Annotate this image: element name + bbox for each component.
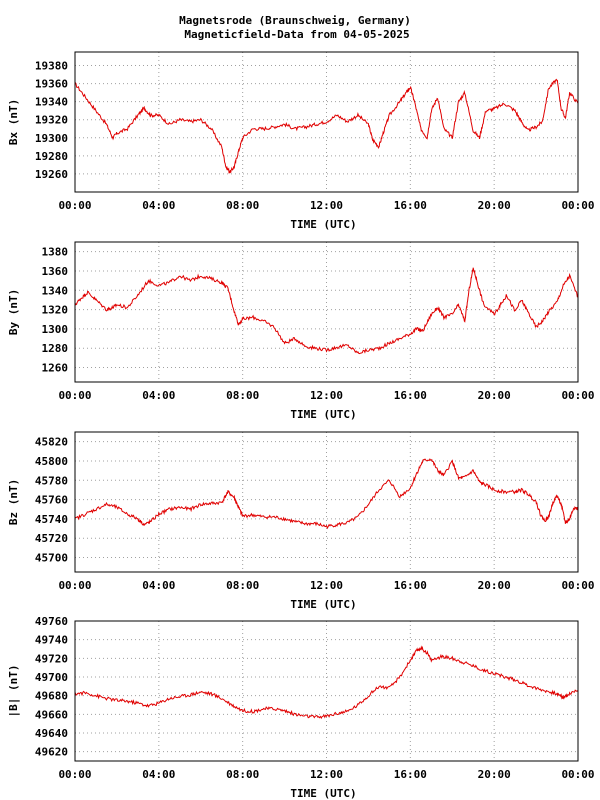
x-tick-label: 16:00 — [394, 389, 427, 402]
x-tick-label: 04:00 — [142, 389, 175, 402]
x-tick-label: 08:00 — [226, 199, 259, 212]
x-tick-label: 08:00 — [226, 579, 259, 592]
x-tick-label: 04:00 — [142, 768, 175, 781]
x-axis-label: TIME (UTC) — [290, 218, 356, 231]
y-tick-label: 19300 — [35, 132, 68, 145]
x-tick-label: 20:00 — [478, 389, 511, 402]
y-tick-label: 45800 — [35, 455, 68, 468]
y-tick-label: 19380 — [35, 60, 68, 73]
y-tick-label: 45740 — [35, 513, 68, 526]
x-tick-label: 16:00 — [394, 768, 427, 781]
x-tick-label: 20:00 — [478, 199, 511, 212]
plot-frame — [74, 241, 579, 383]
x-tick-label: 08:00 — [226, 389, 259, 402]
x-tick-label: 00:00 — [561, 389, 594, 402]
y-tick-label: 1340 — [42, 284, 69, 297]
y-tick-label: 45820 — [35, 436, 68, 449]
y-axis-label: By (nT) — [7, 289, 20, 335]
x-tick-label: 20:00 — [478, 768, 511, 781]
y-tick-label: 49660 — [35, 708, 68, 721]
x-tick-label: 16:00 — [394, 579, 427, 592]
x-axis-label: TIME (UTC) — [290, 598, 356, 611]
y-tick-label: 19320 — [35, 114, 68, 127]
title-line-2: Magneticfield-Data from 04-05-2025 — [184, 28, 409, 41]
chart-panel-1: 00:00 04:00 08:00 12:00 16:00 20:00 00:00 19260… — [7, 51, 595, 231]
y-tick-label: 49640 — [35, 727, 68, 740]
x-tick-label: 16:00 — [394, 199, 427, 212]
y-tick-label: 49740 — [35, 634, 68, 647]
y-tick-label: 45720 — [35, 532, 68, 545]
chart-panel-3: 00:00 04:00 08:00 12:00 16:00 20:00 00:00 45700… — [7, 431, 595, 611]
series-line — [74, 645, 579, 720]
x-tick-label: 12:00 — [310, 579, 343, 592]
x-tick-label: 04:00 — [142, 199, 175, 212]
y-tick-label: 49760 — [35, 615, 68, 628]
x-tick-label: 00:00 — [561, 768, 594, 781]
y-tick-label: 1300 — [42, 323, 69, 336]
x-tick-label: 12:00 — [310, 389, 343, 402]
y-tick-label: 49700 — [35, 671, 68, 684]
y-tick-label: 1380 — [42, 246, 69, 259]
plot-frame — [74, 51, 579, 193]
y-tick-label: 19260 — [35, 168, 68, 181]
y-tick-label: 1260 — [42, 362, 69, 375]
y-tick-label: 1280 — [42, 342, 69, 355]
x-tick-label: 00:00 — [561, 199, 594, 212]
x-axis-label: TIME (UTC) — [290, 787, 356, 800]
x-tick-label: 00:00 — [58, 389, 91, 402]
x-tick-label: 04:00 — [142, 579, 175, 592]
series-line — [74, 458, 579, 530]
x-tick-label: 12:00 — [310, 768, 343, 781]
y-tick-label: 19340 — [35, 96, 68, 109]
series-line — [74, 78, 579, 174]
y-axis-label: |B| (nT) — [7, 665, 20, 718]
x-tick-label: 00:00 — [58, 199, 91, 212]
y-tick-label: 19280 — [35, 150, 68, 163]
x-tick-label: 00:00 — [561, 579, 594, 592]
x-axis-label: TIME (UTC) — [290, 408, 356, 421]
y-tick-label: 1320 — [42, 304, 69, 317]
plot-frame — [74, 431, 579, 573]
x-tick-label: 00:00 — [58, 579, 91, 592]
y-tick-label: 49720 — [35, 652, 68, 665]
y-axis-label: Bx (nT) — [7, 99, 20, 145]
y-tick-label: 45780 — [35, 474, 68, 487]
y-tick-label: 19360 — [35, 78, 68, 91]
x-tick-label: 00:00 — [58, 768, 91, 781]
y-axis-label: Bz (nT) — [7, 479, 20, 525]
title-line-1: Magnetsrode (Braunschweig, Germany) — [179, 14, 411, 27]
y-tick-label: 45700 — [35, 552, 68, 565]
x-tick-label: 12:00 — [310, 199, 343, 212]
chart-panel-4: 00:00 04:00 08:00 12:00 16:00 20:00 00:00 49620… — [7, 615, 595, 800]
plot-frame — [74, 620, 579, 762]
series-line — [74, 267, 579, 355]
y-tick-label: 49680 — [35, 690, 68, 703]
y-tick-label: 49620 — [35, 746, 68, 759]
x-tick-label: 20:00 — [478, 579, 511, 592]
y-tick-label: 1360 — [42, 265, 69, 278]
y-tick-label: 45760 — [35, 494, 68, 507]
chart-panel-2: 00:00 04:00 08:00 12:00 16:00 20:00 00:00 1260 1… — [7, 241, 595, 421]
x-tick-label: 08:00 — [226, 768, 259, 781]
